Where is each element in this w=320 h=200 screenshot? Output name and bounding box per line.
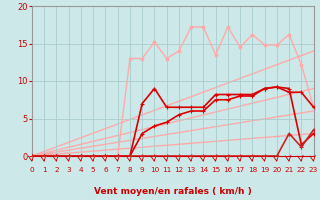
X-axis label: Vent moyen/en rafales ( km/h ): Vent moyen/en rafales ( km/h ) — [94, 187, 252, 196]
